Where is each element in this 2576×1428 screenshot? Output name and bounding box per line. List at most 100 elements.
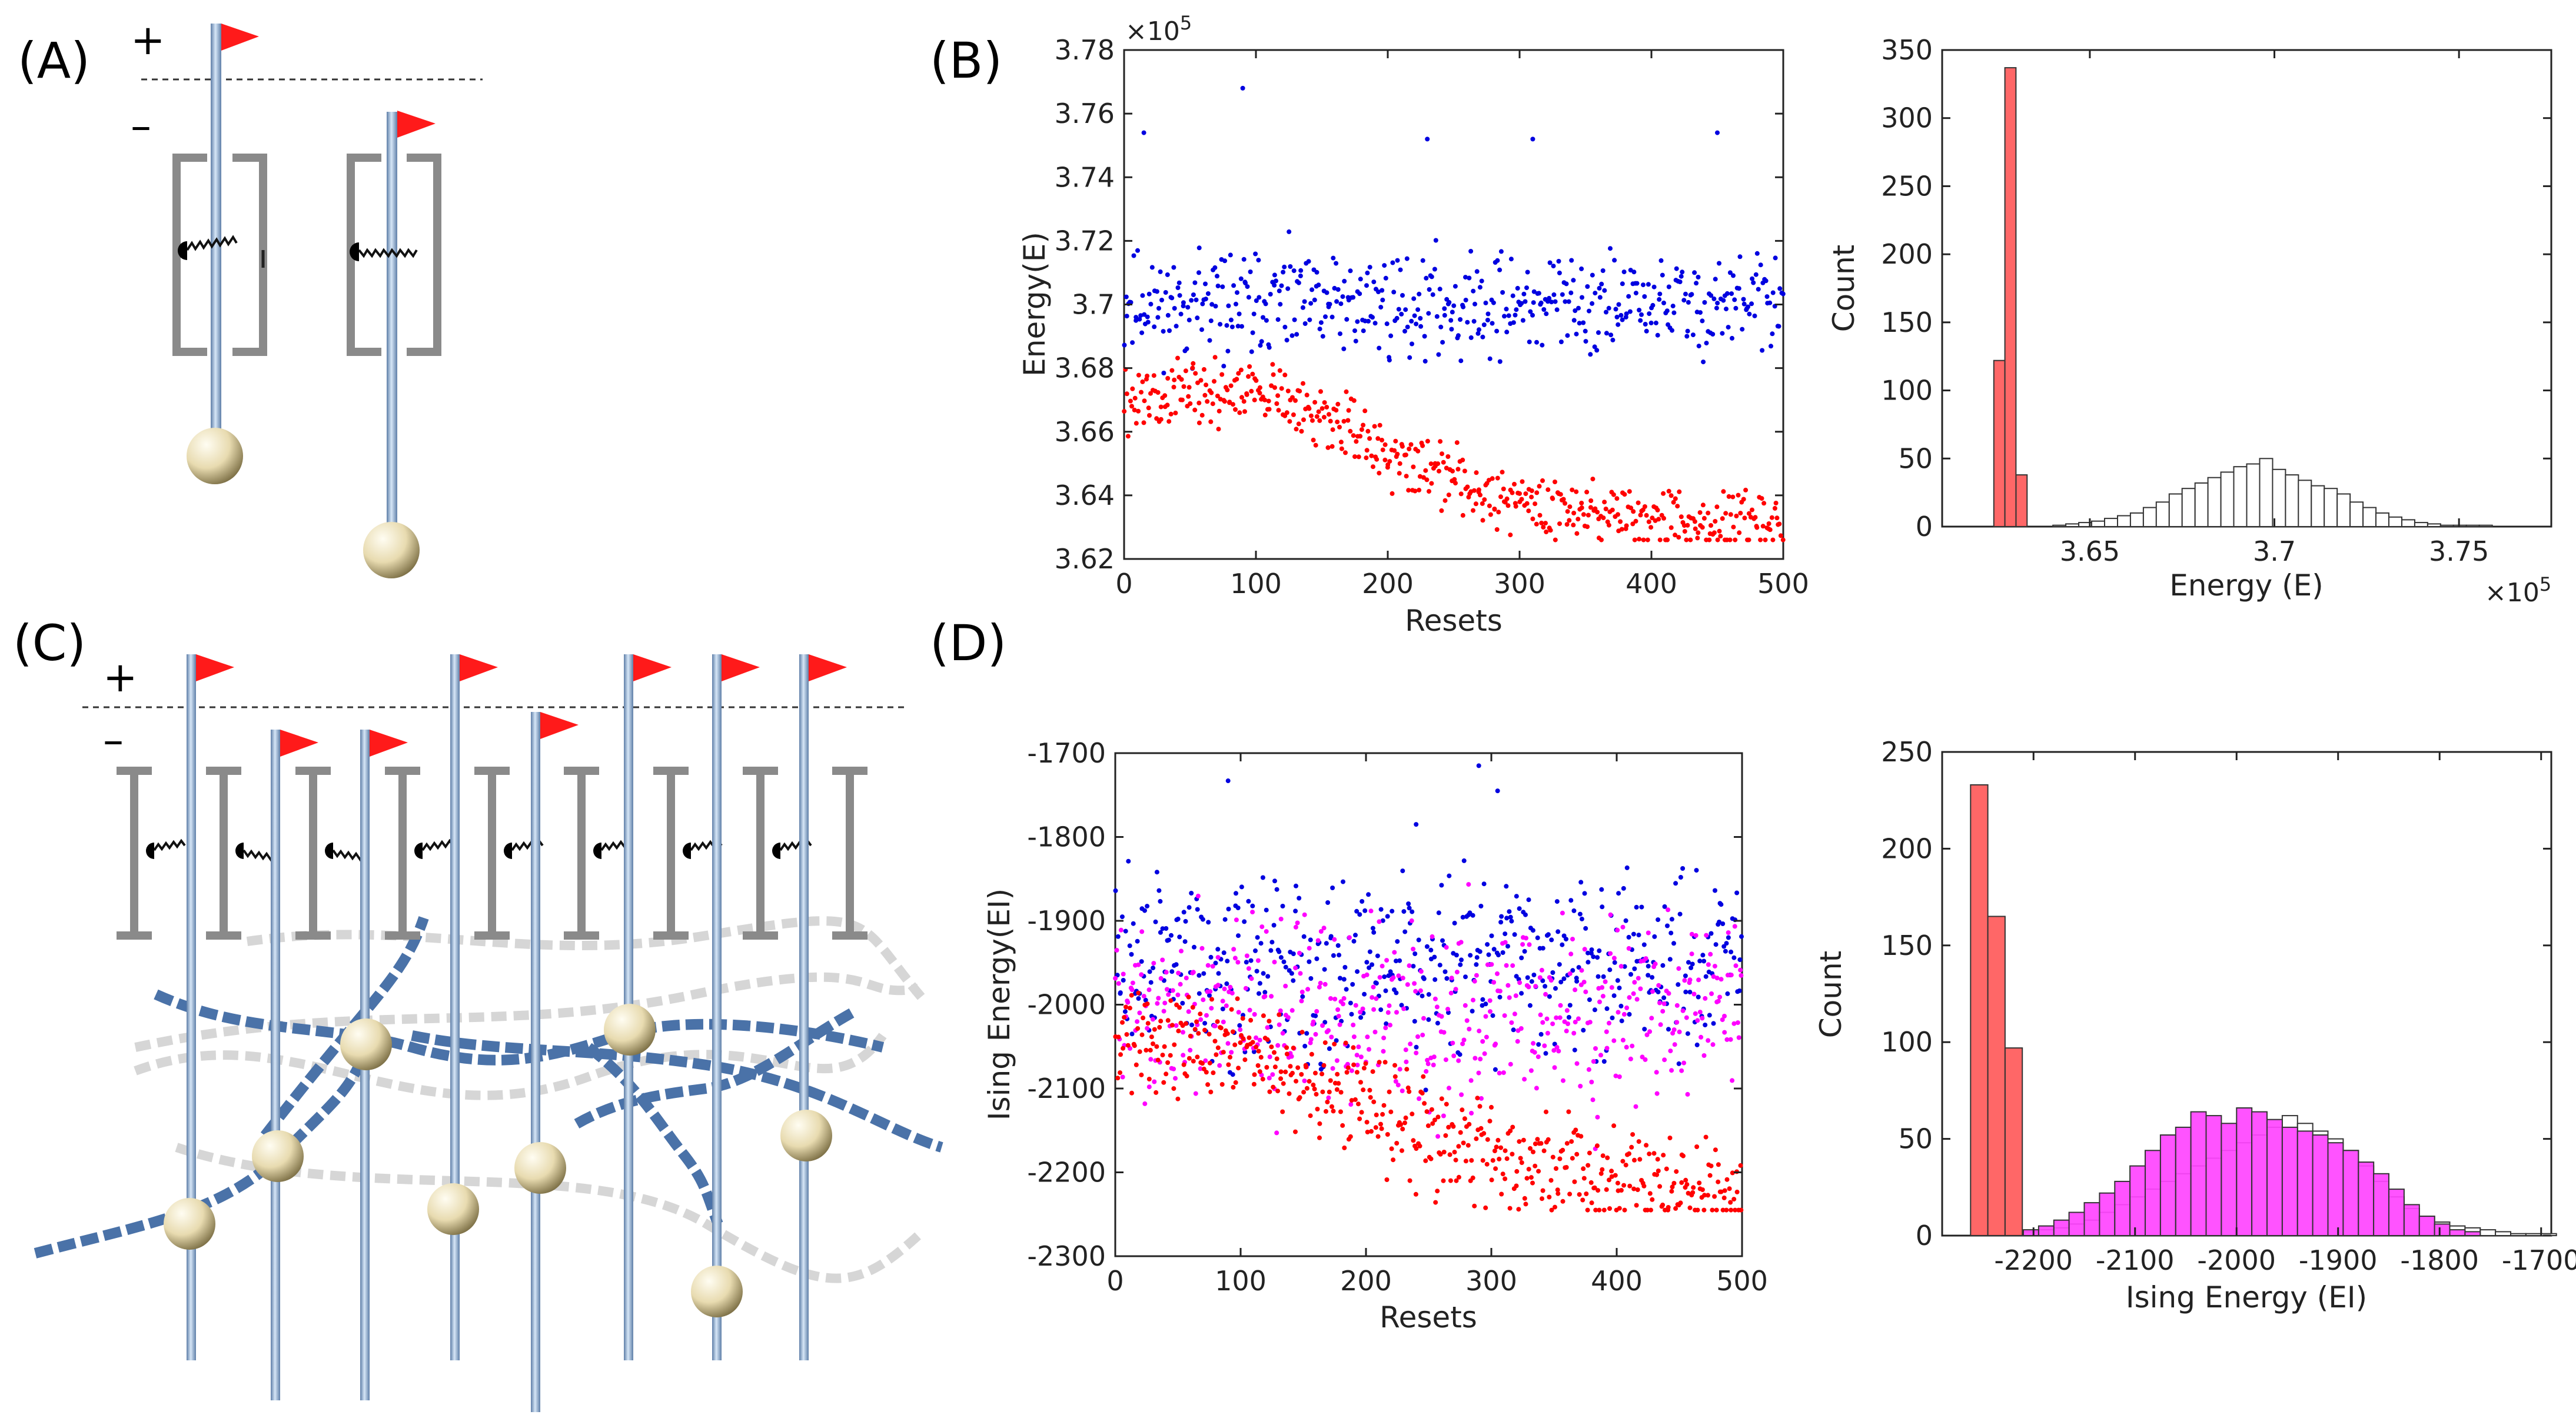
point-blue bbox=[1619, 1018, 1624, 1024]
point-red bbox=[1194, 1019, 1199, 1024]
point-red bbox=[1519, 497, 1524, 502]
point-red bbox=[1308, 1113, 1313, 1119]
point-magenta bbox=[1174, 1023, 1179, 1028]
point-blue bbox=[1523, 912, 1528, 917]
point-red bbox=[1275, 1089, 1281, 1094]
point-blue bbox=[1234, 301, 1238, 307]
point-red bbox=[1528, 1146, 1533, 1151]
point-red bbox=[1579, 501, 1584, 505]
point-blue bbox=[1463, 298, 1468, 302]
point-red bbox=[1332, 1041, 1337, 1047]
point-blue bbox=[1277, 949, 1282, 954]
point-red bbox=[1541, 1148, 1547, 1153]
point-blue bbox=[1169, 969, 1175, 974]
point-red bbox=[1339, 446, 1344, 451]
point-blue bbox=[1734, 890, 1740, 896]
point-red bbox=[1257, 385, 1262, 390]
point-red bbox=[1291, 1046, 1296, 1051]
point-blue bbox=[1428, 947, 1434, 953]
point-red bbox=[1535, 1137, 1540, 1142]
point-blue bbox=[1296, 280, 1301, 285]
point-blue bbox=[1437, 963, 1442, 968]
point-red bbox=[1773, 501, 1779, 505]
point-red bbox=[1661, 491, 1666, 496]
point-blue bbox=[1226, 303, 1231, 308]
point-blue bbox=[1631, 269, 1637, 275]
point-red bbox=[1270, 362, 1275, 367]
point-magenta bbox=[1473, 1056, 1478, 1061]
point-red bbox=[1211, 1070, 1216, 1076]
x-ticks: 0 100 200 300 400 500 bbox=[1115, 50, 1809, 600]
point-blue bbox=[1480, 997, 1485, 1002]
point-red bbox=[1490, 476, 1495, 481]
point-red bbox=[1171, 384, 1176, 390]
point-red bbox=[1661, 1153, 1666, 1158]
point-red bbox=[1534, 521, 1539, 527]
point-blue bbox=[1696, 275, 1701, 279]
point-red bbox=[1252, 1072, 1257, 1077]
point-magenta bbox=[1722, 1030, 1727, 1035]
point-blue bbox=[1143, 997, 1148, 1003]
point-blue bbox=[1388, 333, 1394, 338]
point-red bbox=[1317, 1121, 1322, 1126]
point-blue bbox=[1763, 278, 1769, 284]
point-red bbox=[1644, 512, 1649, 518]
panel-label-b: (B) bbox=[930, 32, 1002, 89]
point-blue bbox=[1140, 293, 1145, 298]
point-red bbox=[1322, 400, 1327, 405]
point-blue bbox=[1720, 331, 1725, 336]
point-red bbox=[1710, 1207, 1715, 1213]
y-tick-label: 200 bbox=[1881, 238, 1933, 270]
point-magenta bbox=[1345, 1061, 1350, 1067]
point-magenta bbox=[1669, 1068, 1674, 1073]
point-blue bbox=[1434, 314, 1440, 319]
bar-white bbox=[2259, 458, 2273, 527]
point-magenta bbox=[1417, 1096, 1422, 1101]
point-magenta bbox=[1320, 1023, 1325, 1028]
spring bbox=[358, 248, 418, 258]
point-blue bbox=[1531, 973, 1537, 977]
point-magenta bbox=[1262, 994, 1268, 999]
point-blue bbox=[1127, 943, 1132, 948]
point-blue bbox=[1241, 257, 1247, 262]
point-red bbox=[1691, 1185, 1696, 1190]
point-red bbox=[1667, 1136, 1673, 1140]
point-blue bbox=[1262, 990, 1268, 995]
point-magenta bbox=[1270, 1072, 1275, 1077]
exponent-base: ×10 bbox=[1125, 16, 1180, 46]
point-red bbox=[1327, 412, 1331, 417]
point-blue bbox=[1357, 291, 1362, 297]
point-red bbox=[1614, 496, 1620, 501]
x-tick-label: -2100 bbox=[2096, 1244, 2175, 1276]
point-blue bbox=[1147, 969, 1152, 974]
point-magenta bbox=[1175, 992, 1181, 997]
point-red bbox=[1364, 1120, 1370, 1125]
point-magenta bbox=[1441, 1030, 1447, 1035]
point-red bbox=[1190, 365, 1195, 371]
point-red bbox=[1656, 1169, 1661, 1173]
point-red bbox=[1269, 1044, 1274, 1050]
point-blue bbox=[1632, 966, 1637, 971]
point-magenta bbox=[1387, 1003, 1392, 1008]
point-blue bbox=[1400, 293, 1405, 298]
point-blue bbox=[1671, 941, 1676, 946]
point-blue bbox=[1245, 284, 1250, 289]
point-red bbox=[1430, 1121, 1435, 1126]
point-magenta bbox=[1540, 1020, 1545, 1025]
point-red bbox=[1636, 500, 1641, 505]
point-blue bbox=[1418, 316, 1423, 321]
point-blue bbox=[1729, 949, 1734, 954]
point-magenta bbox=[1236, 1010, 1241, 1015]
x-axis-label: Ising Energy (EI) bbox=[2126, 1280, 2367, 1314]
point-blue bbox=[1661, 995, 1667, 1000]
point-red bbox=[1695, 1207, 1700, 1213]
point-magenta bbox=[1618, 964, 1624, 969]
point-blue bbox=[1656, 917, 1661, 923]
x-tick-label: 200 bbox=[1340, 1265, 1392, 1297]
point-red bbox=[1564, 1165, 1569, 1170]
point-red bbox=[1387, 1089, 1392, 1094]
point-red bbox=[1455, 467, 1461, 472]
point-red bbox=[1734, 514, 1739, 518]
point-blue bbox=[1505, 944, 1510, 949]
point-magenta bbox=[1146, 987, 1152, 993]
